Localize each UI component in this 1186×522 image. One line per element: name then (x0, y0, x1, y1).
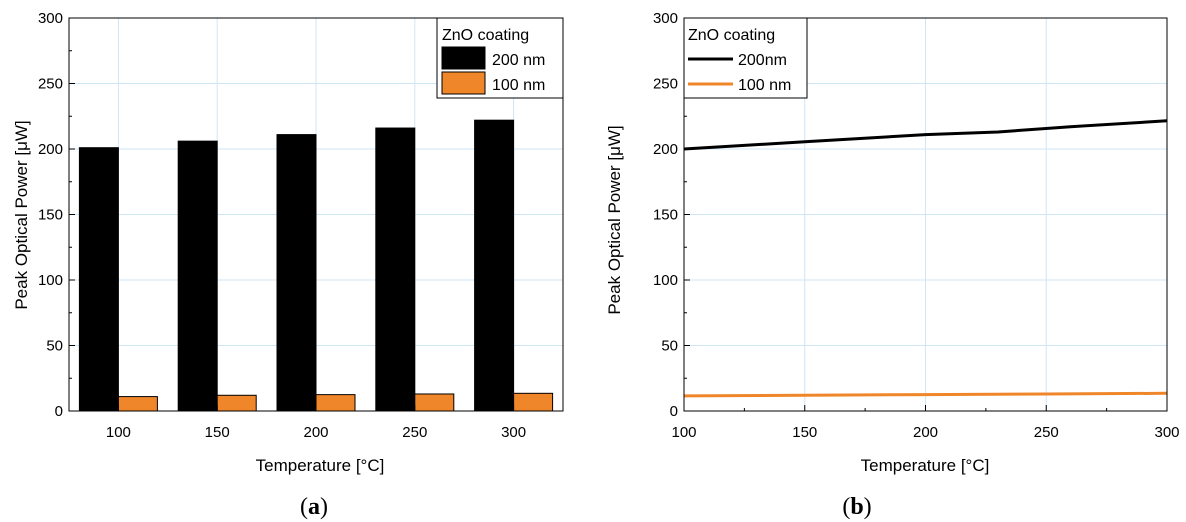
y-axis-label: Peak Optical Power [μW] (12, 120, 31, 309)
bar-100nm-100 (117, 396, 158, 412)
y-tick-label: 250 (38, 76, 63, 93)
x-tick-label: 250 (402, 424, 427, 441)
bar-100nm-300 (513, 392, 554, 412)
legend-title: ZnO coating (442, 27, 529, 44)
legend-swatch-100nm (441, 71, 486, 95)
x-tick-label: 150 (205, 424, 230, 441)
x-axis: 100 150 200 250 300 (106, 405, 526, 441)
bar-200nm-200 (276, 134, 317, 412)
x-axis-label: Temperature [°C] (256, 456, 385, 475)
x-tick-label: 200 (303, 424, 328, 441)
bar-200nm-150 (177, 140, 218, 412)
bar-200nm-300 (474, 119, 515, 412)
bars (78, 119, 554, 412)
y-tick-label: 0 (55, 403, 63, 420)
legend-swatch-200nm (441, 46, 486, 70)
legend-label-100nm: 100 nm (492, 77, 545, 94)
legend: ZnO coating 200 nm 100 nm (436, 17, 564, 99)
y-tick-label: 200 (38, 141, 63, 158)
panel-caption-a: (a) (300, 494, 328, 520)
y-axis: 0 50 100 150 200 250 300 (38, 10, 75, 420)
bar-100nm-250 (414, 393, 455, 412)
y-tick-label: 100 (38, 272, 63, 289)
y-tick-label: 50 (46, 338, 63, 355)
y-tick-label: 150 (38, 207, 63, 224)
legend-label-200nm: 200 nm (492, 52, 545, 69)
x-tick-label: 100 (106, 424, 131, 441)
bar-100nm-200 (315, 394, 356, 412)
bar-200nm-250 (375, 127, 416, 412)
x-tick-label: 300 (501, 424, 526, 441)
y-tick-label: 300 (38, 10, 63, 27)
bar-200nm-100 (78, 147, 119, 412)
bar-100nm-150 (216, 394, 257, 412)
